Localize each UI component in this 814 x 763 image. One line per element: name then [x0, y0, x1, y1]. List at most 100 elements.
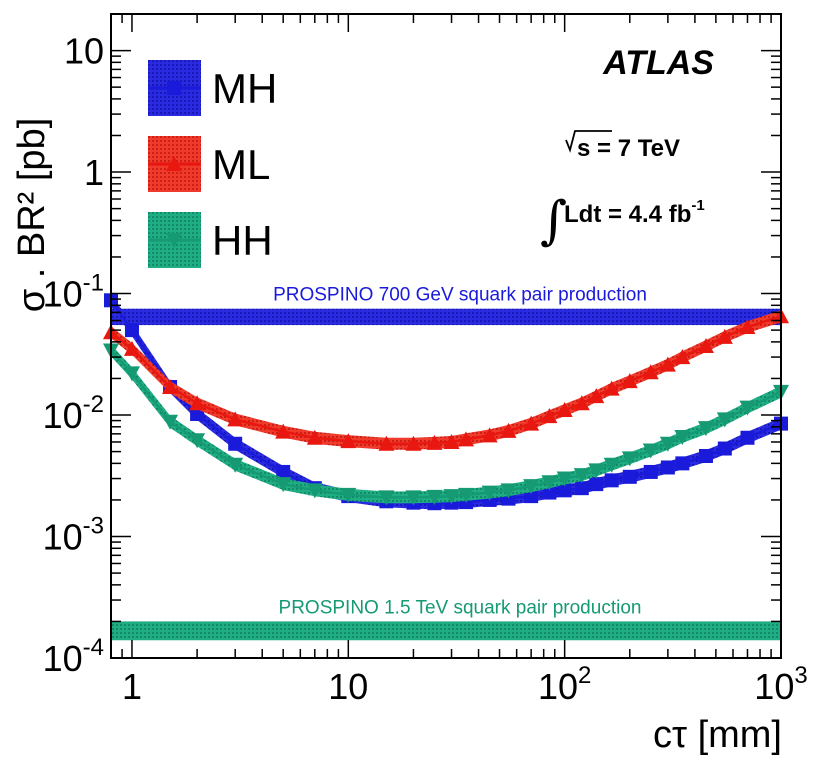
data-point-hh — [659, 436, 676, 452]
data-point-ml — [189, 395, 206, 411]
legend-marker-mh — [167, 81, 181, 95]
data-point-hh — [275, 477, 292, 493]
data-point-hh — [642, 443, 659, 459]
axis-ticks — [110, 13, 782, 659]
data-point-ml — [573, 395, 590, 411]
data-point-ml — [340, 433, 357, 449]
integral-icon: ∫ — [540, 191, 567, 251]
data-point-ml — [426, 434, 443, 450]
y-tick-label: 10-3 — [43, 513, 104, 558]
y-tick-base: 10 — [43, 517, 83, 558]
data-point-ml — [556, 401, 573, 417]
x-tick-label: 103 — [754, 662, 807, 707]
data-point-mh — [542, 485, 557, 500]
luminosity-annotation: ∫ Ldt = 4.4 fb-1 — [540, 191, 705, 251]
y-tick-base: 10 — [43, 638, 83, 679]
data-point-hh — [588, 463, 605, 479]
data-point-hh — [603, 457, 620, 473]
data-point-mh — [604, 473, 619, 488]
data-point-ml — [443, 433, 460, 449]
data-point-mh — [675, 456, 690, 471]
prospino-1500-band — [111, 621, 781, 641]
x-tick-base: 1 — [122, 666, 142, 707]
y-tick-base: 10 — [43, 395, 83, 436]
data-point-ml — [659, 356, 676, 372]
svg-text:s = 7 TeV: s = 7 TeV — [577, 135, 680, 162]
legend-label-hh: HH — [212, 217, 273, 264]
data-point-hh — [716, 412, 733, 428]
data-point-hh — [541, 475, 558, 491]
y-tick-label: 10-2 — [43, 391, 104, 436]
data-point-mh — [660, 460, 675, 475]
y-tick-exp: -2 — [83, 391, 104, 418]
prospino-700-label: PROSPINO 700 GeV squark pair production — [273, 285, 647, 306]
sqrt-icon — [565, 130, 612, 153]
x-tick-label: 102 — [538, 662, 591, 707]
data-point-hh — [739, 400, 756, 416]
data-point-hh — [500, 483, 517, 499]
lumi-prefix: Ldt = 4.4 fb — [564, 201, 691, 228]
data-point-ml — [588, 388, 605, 404]
data-point-mh — [622, 469, 637, 484]
data-point-mh — [740, 430, 755, 445]
data-point-ml — [123, 340, 140, 356]
data-point-mh — [276, 464, 291, 479]
data-point-ml — [481, 427, 498, 443]
data-point-ml — [500, 422, 517, 438]
bands-layer: PROSPINO 700 GeV squark pair production P… — [111, 285, 781, 641]
series-mh-line — [109, 299, 782, 505]
y-tick-exp: -3 — [83, 513, 104, 540]
data-point-ml — [458, 431, 475, 447]
data-point-hh — [340, 487, 357, 503]
y-axis-title: σ . BR² [pb] — [11, 118, 53, 313]
y-tick-base: 1 — [84, 152, 104, 193]
data-point-ml — [674, 349, 691, 365]
energy-annotation: s = 7 TeV — [565, 130, 680, 162]
data-point-hh — [481, 485, 498, 501]
data-point-ml — [697, 337, 714, 353]
series-layer — [103, 293, 789, 511]
legend-marker-ml — [166, 156, 182, 171]
y-tick-exp: -1 — [83, 270, 104, 297]
y-tick-label: 1 — [84, 152, 104, 193]
data-point-mh — [124, 323, 139, 338]
data-point-hh — [162, 414, 179, 430]
x-tick-exp: 3 — [794, 662, 807, 689]
data-point-hh — [556, 471, 573, 487]
plot-frame — [110, 13, 782, 659]
x-tick-exp: 2 — [578, 662, 591, 689]
data-point-hh — [227, 457, 244, 473]
y-tick-base: 10 — [43, 274, 83, 315]
data-point-ml — [603, 380, 620, 396]
y-tick-exp: -4 — [83, 634, 104, 661]
data-point-hh — [674, 429, 691, 445]
data-point-mh — [717, 441, 732, 456]
x-tick-base: 10 — [754, 666, 794, 707]
series-ml — [103, 308, 789, 451]
data-point-ml — [716, 328, 733, 344]
x-tick-label: 10 — [328, 666, 368, 707]
data-point-ml — [621, 373, 638, 389]
legend-label-mh: MH — [212, 65, 277, 112]
data-point-mh — [574, 481, 589, 496]
x-tick-labels: 1 10 102 103 — [122, 662, 808, 707]
legend-label-ml: ML — [212, 141, 270, 188]
data-point-hh — [573, 468, 590, 484]
data-point-hh — [458, 487, 475, 503]
legend-marker-hh — [166, 233, 182, 248]
y-tick-label: 10 — [64, 31, 104, 72]
data-point-hh — [443, 489, 460, 505]
data-point-hh — [306, 483, 323, 499]
data-point-hh — [405, 490, 422, 506]
lumi-exp: -1 — [691, 197, 704, 214]
y-tick-label: 10-1 — [43, 270, 104, 315]
data-point-ml — [162, 379, 179, 395]
data-point-mh — [557, 483, 572, 498]
prospino-1500-label: PROSPINO 1.5 TeV squark pair production — [279, 597, 642, 618]
data-point-ml — [541, 408, 558, 424]
data-point-ml — [642, 364, 659, 380]
data-point-mh — [698, 448, 713, 463]
legend: MH ML HH — [148, 60, 277, 268]
